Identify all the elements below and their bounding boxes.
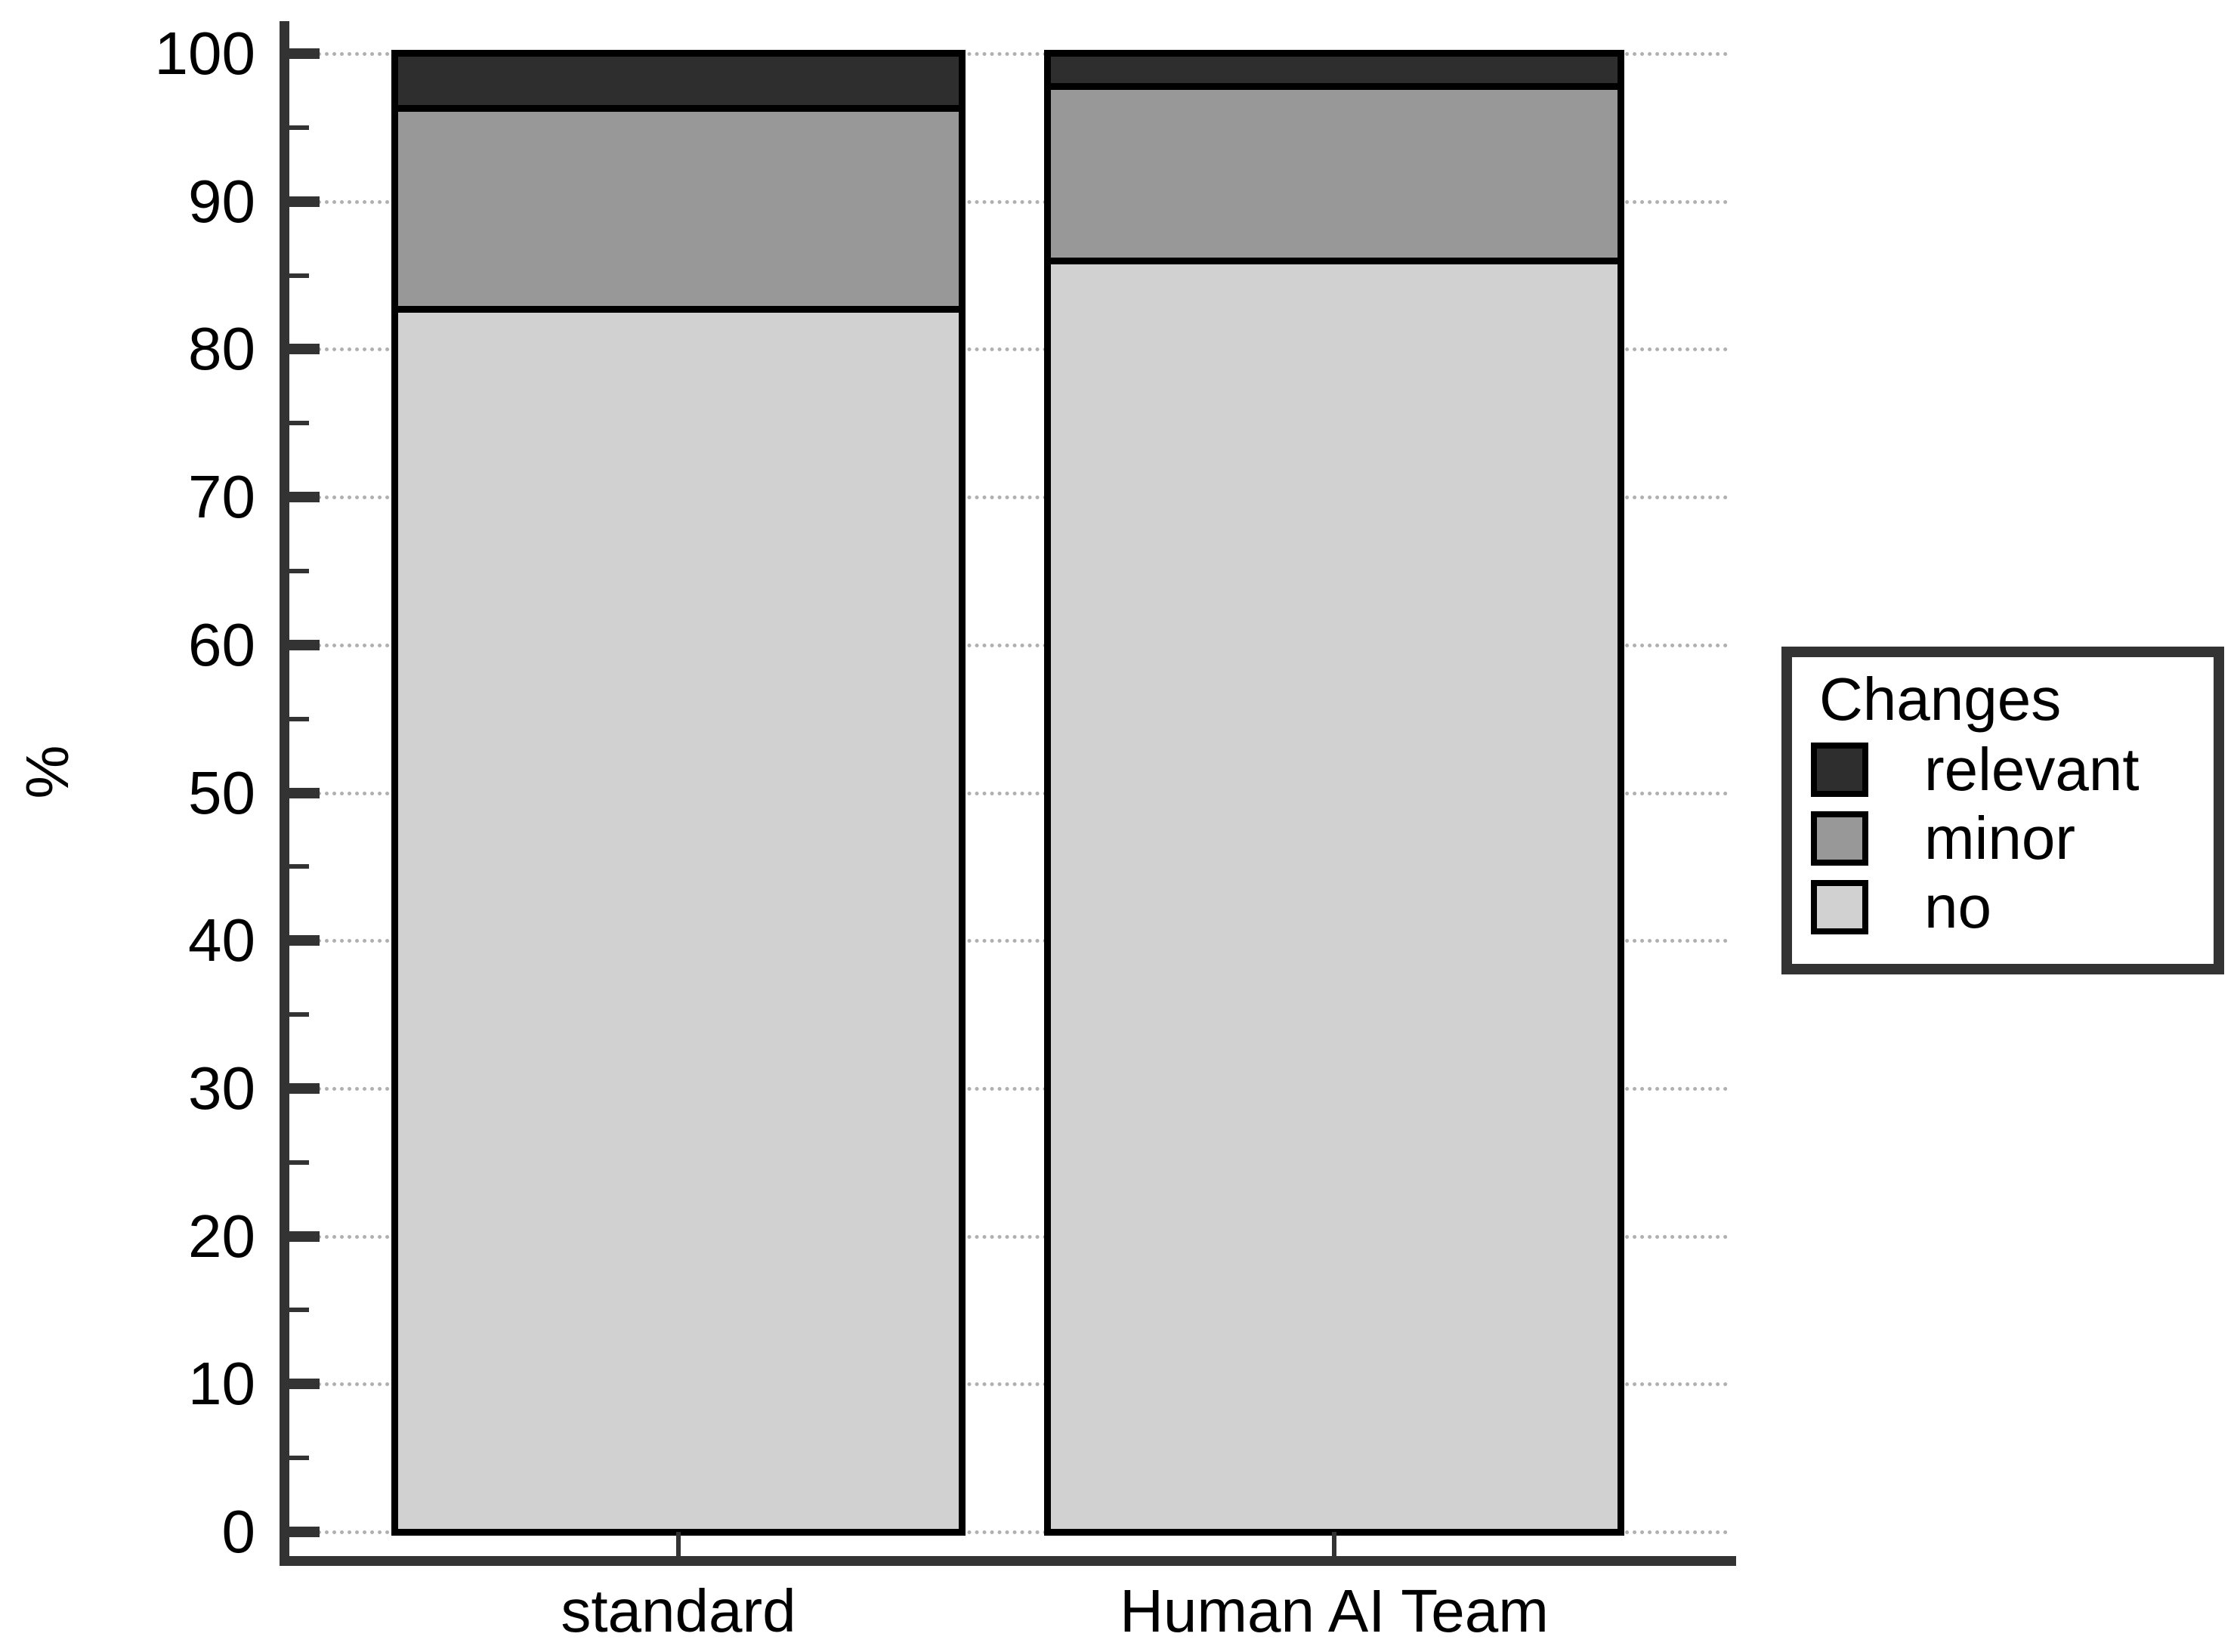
bar-segment-no-human-ai-team xyxy=(1051,257,1617,1529)
y-minor-tick-15 xyxy=(289,1308,309,1313)
gridline-0 xyxy=(317,1530,1729,1534)
y-tick-label-50: 50 xyxy=(188,758,255,826)
gridline-30 xyxy=(317,1086,1729,1091)
bar-segment-minor-human-ai-team xyxy=(1051,82,1617,258)
y-tick-label-100: 100 xyxy=(154,20,255,87)
y-minor-tick-85 xyxy=(289,273,309,278)
y-minor-tick-65 xyxy=(289,568,309,573)
y-tick-label-40: 40 xyxy=(188,906,255,974)
legend-title: Changes xyxy=(1819,665,2062,733)
y-tick-label-80: 80 xyxy=(188,315,255,383)
gridline-50 xyxy=(317,791,1729,795)
y-major-tick-50 xyxy=(289,787,320,798)
bar-standard xyxy=(391,50,966,1536)
gridline-100 xyxy=(317,52,1729,56)
legend-swatch-no-icon xyxy=(1811,880,1868,934)
y-minor-tick-55 xyxy=(289,716,309,721)
y-tick-label-10: 10 xyxy=(188,1350,255,1418)
y-major-tick-30 xyxy=(289,1082,320,1094)
bar-segment-relevant-human-ai-team xyxy=(1051,57,1617,83)
legend-label-no: no xyxy=(1924,873,1991,940)
gridline-90 xyxy=(317,199,1729,204)
gridline-20 xyxy=(317,1234,1729,1239)
y-minor-tick-45 xyxy=(289,864,309,869)
gridline-70 xyxy=(317,496,1729,500)
bar-segment-no-standard xyxy=(398,305,959,1529)
bar-segment-minor-standard xyxy=(398,104,959,306)
y-major-tick-40 xyxy=(289,935,320,946)
y-tick-label-90: 90 xyxy=(188,167,255,235)
y-tick-label-60: 60 xyxy=(188,610,255,678)
y-minor-tick-95 xyxy=(289,125,309,130)
legend-item-no: no xyxy=(1811,873,1991,940)
y-major-tick-20 xyxy=(289,1231,320,1242)
y-tick-label-0: 0 xyxy=(221,1498,256,1565)
y-axis-line xyxy=(280,21,289,1566)
y-tick-label-30: 30 xyxy=(188,1054,255,1122)
y-minor-tick-25 xyxy=(289,1159,309,1165)
legend-swatch-relevant-icon xyxy=(1811,743,1868,797)
x-tick-label-2: Human AI Team xyxy=(1120,1577,1549,1644)
legend-swatch-minor-icon xyxy=(1811,811,1868,866)
legend-item-minor: minor xyxy=(1811,804,2076,872)
y-minor-tick-75 xyxy=(289,421,309,426)
x-category-tick-2 xyxy=(1332,1532,1336,1558)
bar-segment-relevant-standard xyxy=(398,57,959,105)
legend-label-relevant: relevant xyxy=(1924,736,2140,803)
y-major-tick-80 xyxy=(289,344,320,355)
y-minor-tick-35 xyxy=(289,1012,309,1017)
y-tick-label-20: 20 xyxy=(188,1202,255,1270)
gridline-60 xyxy=(317,643,1729,647)
gridline-80 xyxy=(317,347,1729,352)
legend: Changes relevant minor no xyxy=(1781,647,2224,974)
y-major-tick-70 xyxy=(289,492,320,503)
x-category-tick-1 xyxy=(676,1532,681,1558)
legend-item-relevant: relevant xyxy=(1811,736,2140,803)
gridline-40 xyxy=(317,939,1729,943)
y-major-tick-0 xyxy=(289,1527,320,1537)
bar-Human AI Team xyxy=(1044,50,1624,1536)
gridline-10 xyxy=(317,1382,1729,1387)
y-major-tick-60 xyxy=(289,639,320,650)
legend-label-minor: minor xyxy=(1924,804,2076,872)
x-axis-line xyxy=(280,1556,1736,1566)
y-major-tick-10 xyxy=(289,1379,320,1390)
y-major-tick-100 xyxy=(289,48,320,59)
y-minor-tick-5 xyxy=(289,1456,309,1461)
y-tick-label-70: 70 xyxy=(188,463,255,531)
x-tick-label-1: standard xyxy=(561,1577,796,1644)
y-major-tick-90 xyxy=(289,196,320,207)
